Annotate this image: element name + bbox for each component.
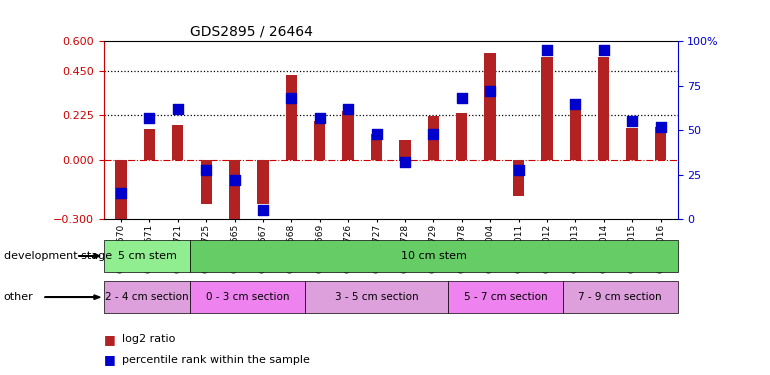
Text: 2 - 4 cm section: 2 - 4 cm section: [105, 292, 189, 302]
Point: [484, 88, 497, 94]
Text: 5 - 7 cm section: 5 - 7 cm section: [464, 292, 547, 302]
Text: ■: ■: [104, 333, 115, 346]
Bar: [654, 128, 666, 160]
Bar: [229, 160, 240, 224]
Point: [200, 166, 213, 172]
Bar: [513, 160, 524, 196]
Point: [654, 124, 667, 130]
Text: log2 ratio: log2 ratio: [122, 334, 176, 344]
Bar: [570, 100, 581, 160]
Point: [257, 207, 270, 213]
Point: [512, 166, 524, 172]
Point: [285, 95, 297, 101]
Text: GDS2895 / 26464: GDS2895 / 26464: [190, 25, 313, 39]
Point: [541, 47, 553, 53]
Bar: [400, 140, 410, 160]
Text: 3 - 5 cm section: 3 - 5 cm section: [335, 292, 418, 302]
Bar: [144, 129, 155, 160]
Bar: [257, 160, 269, 204]
Text: 5 cm stem: 5 cm stem: [118, 251, 176, 261]
Point: [115, 190, 127, 196]
Text: other: other: [4, 292, 34, 302]
Bar: [456, 112, 467, 160]
Point: [456, 95, 468, 101]
Bar: [627, 128, 638, 160]
Text: percentile rank within the sample: percentile rank within the sample: [122, 355, 310, 365]
Point: [370, 131, 383, 137]
Bar: [172, 125, 183, 160]
Point: [172, 106, 184, 112]
Point: [342, 106, 354, 112]
Bar: [371, 134, 382, 160]
Text: ■: ■: [104, 354, 115, 366]
Text: 10 cm stem: 10 cm stem: [401, 251, 467, 261]
Point: [598, 47, 610, 53]
Text: 0 - 3 cm section: 0 - 3 cm section: [206, 292, 289, 302]
Point: [626, 118, 638, 124]
Point: [569, 100, 581, 106]
Bar: [427, 117, 439, 160]
Point: [143, 115, 156, 121]
Point: [229, 177, 241, 183]
Bar: [200, 160, 212, 204]
Point: [313, 115, 326, 121]
Bar: [116, 160, 127, 219]
Bar: [286, 75, 297, 160]
Bar: [314, 122, 326, 160]
Bar: [541, 57, 553, 160]
Bar: [484, 53, 496, 160]
Text: 7 - 9 cm section: 7 - 9 cm section: [578, 292, 662, 302]
Point: [399, 159, 411, 165]
Text: development stage: development stage: [4, 251, 112, 261]
Bar: [343, 111, 354, 160]
Bar: [598, 57, 609, 160]
Point: [427, 131, 440, 137]
